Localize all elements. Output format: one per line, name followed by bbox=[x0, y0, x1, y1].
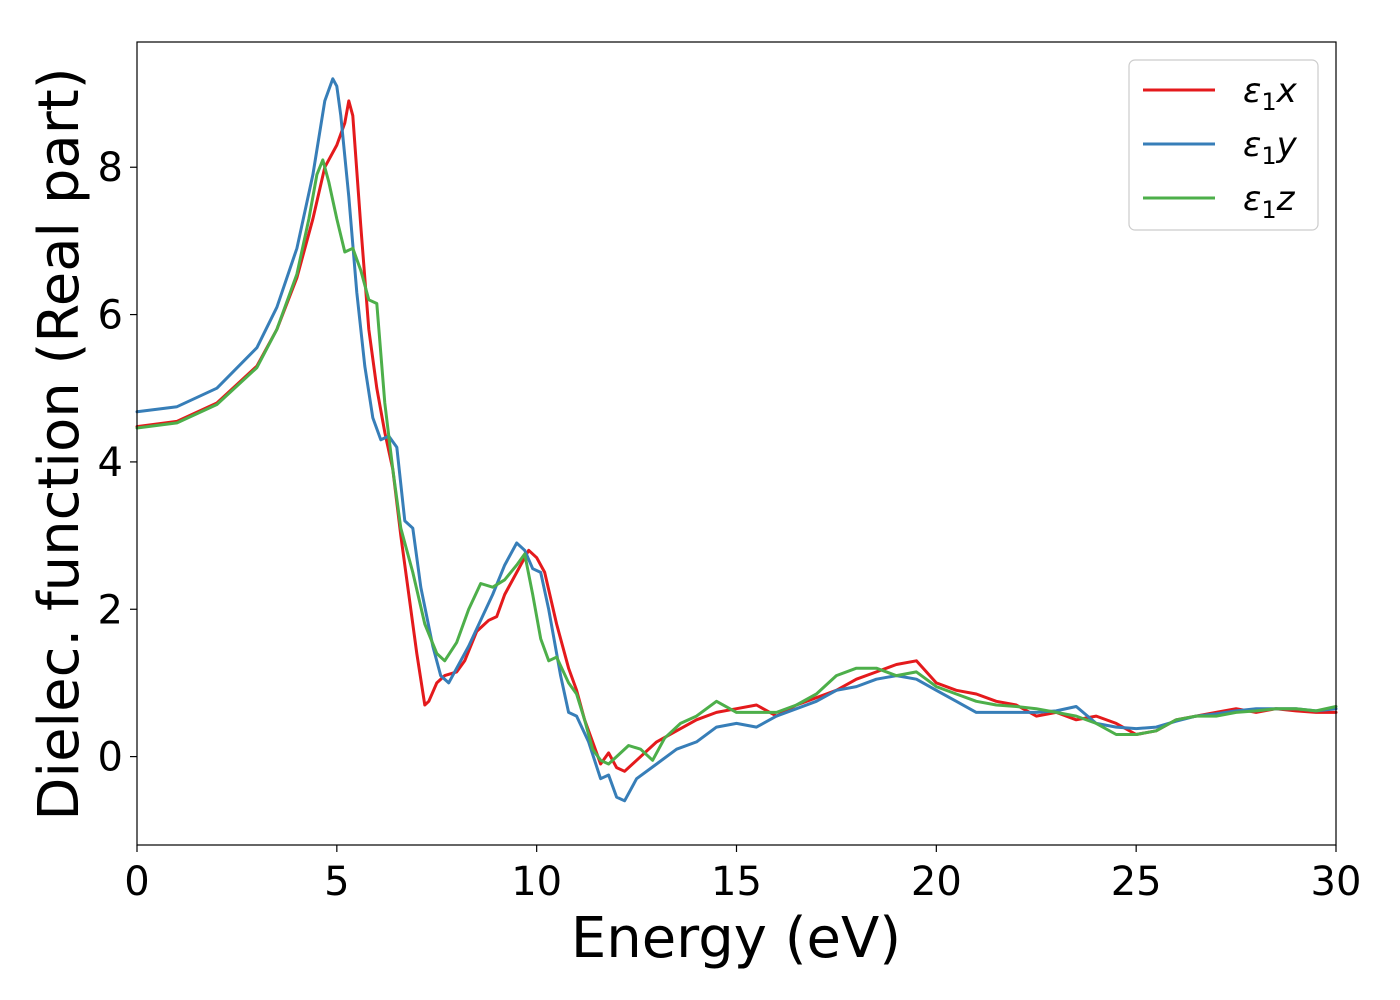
legend-component: y bbox=[1276, 125, 1298, 165]
x-axis-title: Energy (eV) bbox=[571, 906, 901, 971]
legend-symbol: ε bbox=[1243, 71, 1261, 111]
legend-subscript: 1 bbox=[1261, 88, 1276, 116]
y-tick-label: 8 bbox=[98, 145, 123, 191]
x-tick-label: 10 bbox=[511, 859, 562, 905]
y-axis: 0 2 4 6 8 bbox=[98, 145, 137, 781]
x-tick-label: 0 bbox=[124, 859, 149, 905]
y-tick-label: 2 bbox=[98, 587, 123, 633]
legend-symbol: ε bbox=[1243, 125, 1261, 165]
y-tick-label: 6 bbox=[98, 293, 123, 339]
x-tick-label: 25 bbox=[1111, 859, 1162, 905]
x-tick-label: 5 bbox=[324, 859, 349, 905]
y-tick-label: 4 bbox=[98, 440, 123, 486]
legend-subscript: 1 bbox=[1261, 196, 1276, 224]
x-axis: 0 5 10 15 20 25 30 bbox=[124, 845, 1361, 905]
series-line-z bbox=[135, 158, 1338, 766]
legend-symbol: ε bbox=[1243, 179, 1261, 219]
x-tick-label: 30 bbox=[1311, 859, 1362, 905]
legend-label-x: ε1x bbox=[1243, 71, 1298, 116]
y-tick-label: 0 bbox=[98, 735, 123, 781]
legend-subscript: 1 bbox=[1261, 142, 1276, 170]
series-layer bbox=[135, 77, 1338, 803]
x-tick-label: 15 bbox=[711, 859, 762, 905]
y-axis-title: Dielec. function (Real part) bbox=[27, 67, 92, 820]
legend-component: z bbox=[1276, 179, 1296, 219]
legend-component: x bbox=[1276, 71, 1298, 111]
legend-label-z: ε1z bbox=[1243, 179, 1296, 224]
legend-label-y: ε1y bbox=[1243, 125, 1298, 170]
series-line-y bbox=[135, 77, 1338, 803]
x-tick-label: 20 bbox=[911, 859, 962, 905]
series-line-x bbox=[135, 99, 1338, 773]
legend-box bbox=[1128, 59, 1319, 231]
